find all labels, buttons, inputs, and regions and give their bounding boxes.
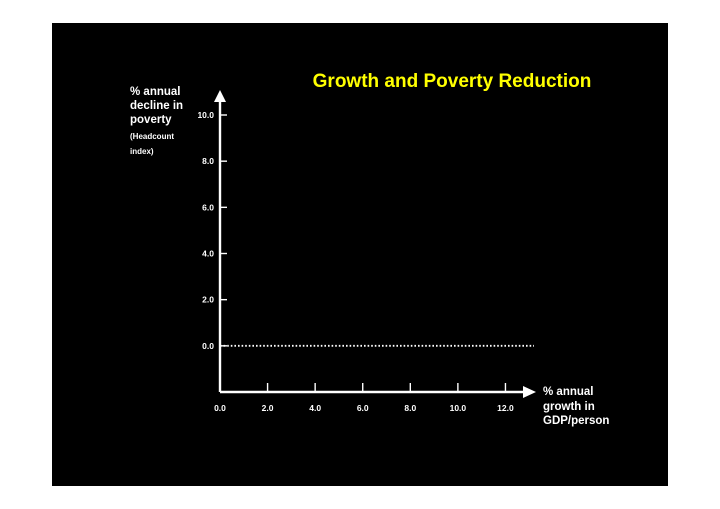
slide: Growth and Poverty Reduction % annual de… xyxy=(52,23,668,486)
x-tick-label: 8.0 xyxy=(404,403,416,413)
x-axis-label-line-2: growth in xyxy=(543,401,595,413)
x-axis-label-line-3: GDP/person xyxy=(543,415,609,427)
y-axis-arrowhead xyxy=(214,90,226,102)
y-axis-note-line-2: index) xyxy=(130,147,154,156)
chart: Growth and Poverty Reduction % annual de… xyxy=(130,71,609,427)
x-axis-label-line-1: % annual xyxy=(543,386,593,398)
y-axis-label-line-3: poverty xyxy=(130,114,172,126)
y-tick-label: 8.0 xyxy=(202,156,214,166)
y-tick-label: 6.0 xyxy=(202,202,214,212)
x-tick-label: 10.0 xyxy=(450,403,467,413)
x-tick-label: 12.0 xyxy=(497,403,514,413)
x-tick-label: 4.0 xyxy=(309,403,321,413)
y-axis-note-line-1: (Headcount xyxy=(130,132,174,141)
x-axis-label: % annual growth in GDP/person xyxy=(543,386,609,427)
ticks: 0.0 2.0 4.0 6.0 8.0 10.0 0.0 2.0 4.0 6.0 8.0 10.0 12… xyxy=(197,110,514,413)
y-axis-label: % annual decline in poverty (Headcount i… xyxy=(130,86,183,156)
x-tick-label: 0.0 xyxy=(214,403,226,413)
chart-title: Growth and Poverty Reduction xyxy=(313,71,592,92)
y-axis-label-line-1: % annual xyxy=(130,86,180,98)
x-tick-label: 6.0 xyxy=(357,403,369,413)
x-axis-arrowhead xyxy=(523,386,536,398)
axes xyxy=(214,90,536,398)
y-tick-label: 10.0 xyxy=(197,110,214,120)
y-tick-label: 0.0 xyxy=(202,341,214,351)
x-tick-label: 2.0 xyxy=(262,403,274,413)
y-tick-label: 4.0 xyxy=(202,249,214,259)
y-tick-label: 2.0 xyxy=(202,295,214,305)
y-axis-label-line-2: decline in xyxy=(130,100,183,112)
